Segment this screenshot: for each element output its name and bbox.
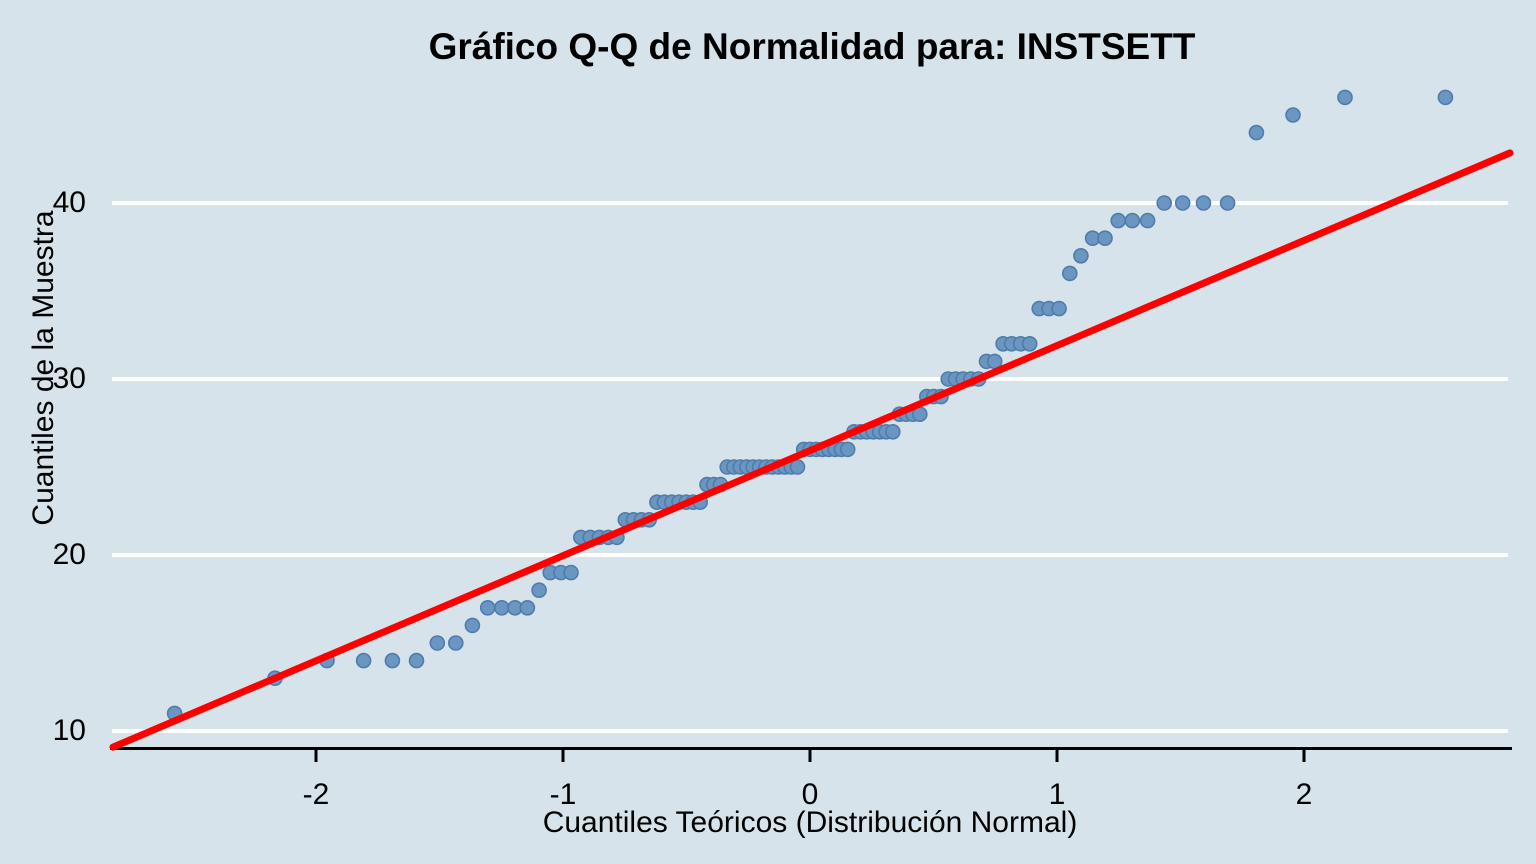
x-axis-label: Cuantiles Teóricos (Distribución Normal) [542,806,1078,839]
scatter-point [519,599,536,616]
scatter-point [1156,195,1172,211]
chart-title: Gráfico Q-Q de Normalidad para: INSTSETT [428,26,1196,67]
scatter-point [1219,195,1236,211]
scatter-point [493,599,510,616]
scatter-point [1097,230,1113,246]
scatter-point [1285,107,1301,123]
reference-line [109,149,1514,751]
x-tick-label: -1 [549,778,577,811]
scatter-point [429,635,446,651]
scatter-point [1174,195,1191,211]
scatter-point [789,459,806,475]
scatter-point [531,582,547,599]
scatter-point [1110,212,1126,229]
scatter-point [408,652,425,669]
scatter-point [1021,335,1038,352]
scatter-point [1337,89,1353,106]
scatter-point [355,652,372,669]
x-tick-label: 1 [1048,778,1066,811]
scatter-point [839,441,856,458]
scatter-point [563,564,579,581]
x-tick-label: -2 [302,778,330,811]
scatter-point [1062,265,1078,282]
x-tick-label: 2 [1295,778,1313,811]
scatter-point [447,635,464,651]
scatter-point [884,423,901,440]
scatter-point [479,599,496,616]
x-tick-label: 0 [801,778,819,811]
scatter-point [464,617,481,634]
scatter-point [1124,212,1141,229]
y-tick-label: 30 [52,362,86,395]
scatter-point [1051,300,1067,317]
scatter-point [1073,248,1089,264]
y-tick-label: 20 [52,538,86,571]
scatter-point [1437,89,1454,106]
scatter-point [384,652,401,669]
scatter-point [1195,195,1212,211]
scatter-point [1139,212,1156,229]
y-tick-label: 40 [52,186,86,219]
y-tick-label: 10 [52,714,86,747]
scatter-point [1248,124,1265,141]
